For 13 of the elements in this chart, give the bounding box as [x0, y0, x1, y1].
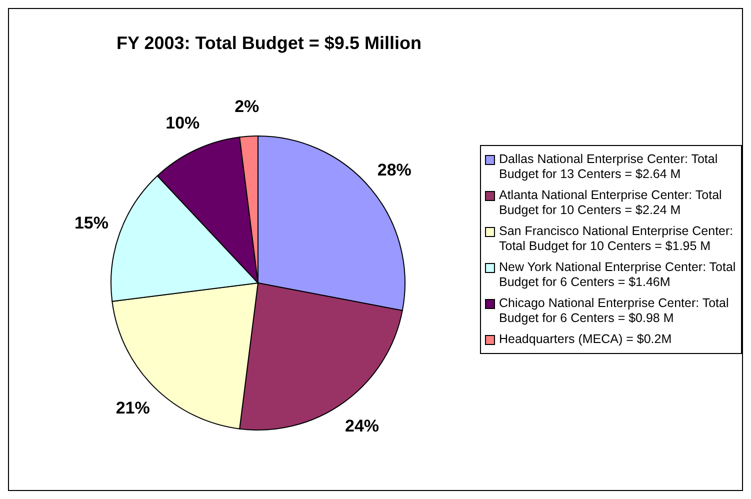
legend-label: Chicago National Enterprise Center: Total Budget for 6 Centers = $0.98 M	[499, 296, 730, 326]
legend-label: San Francisco National Enterprise Center: Total Budget for 10 Centers = $1.95 M	[499, 224, 734, 254]
legend-label: Dallas National Enterprise Center: Total Budget for 13 Centers = $2.64 M	[499, 152, 719, 182]
data-label: 2%	[234, 96, 260, 116]
legend-label: Atlanta National Enterprise Center: Total Budget for 10 Centers = $2.24 M	[499, 188, 723, 218]
data-label: 21%	[116, 398, 150, 418]
data-label: 15%	[74, 214, 108, 233]
data-label: 28%	[377, 160, 412, 180]
data-label: 24%	[345, 416, 380, 436]
legend-label: Headquarters (MECA) = $0.2M	[499, 332, 672, 347]
chart-title: FY 2003: Total Budget = $9.5 Million	[116, 33, 422, 54]
data-label: 10%	[166, 113, 200, 132]
legend-label: New York National Enterprise Center: Total Budget for 6 Centers = $1.46M	[499, 260, 737, 290]
